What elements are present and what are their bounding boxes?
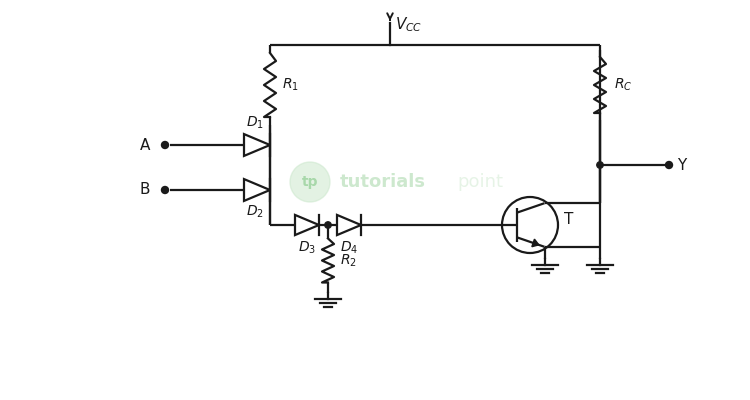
Text: $R_2$: $R_2$ [340, 252, 357, 269]
Text: tp: tp [302, 175, 318, 189]
Circle shape [325, 222, 332, 228]
Text: $D_4$: $D_4$ [340, 240, 358, 256]
Polygon shape [244, 134, 270, 156]
Circle shape [597, 162, 603, 168]
Text: A: A [140, 138, 150, 152]
Text: $D_2$: $D_2$ [246, 204, 264, 220]
Text: T: T [564, 212, 573, 228]
Text: $V_{CC}$: $V_{CC}$ [395, 15, 422, 34]
Text: point: point [457, 173, 503, 191]
Text: Y: Y [677, 158, 686, 172]
Polygon shape [337, 215, 361, 235]
Polygon shape [244, 179, 270, 201]
Circle shape [161, 142, 169, 148]
Text: tutorials: tutorials [340, 173, 426, 191]
Circle shape [665, 162, 673, 168]
Text: $R_1$: $R_1$ [282, 77, 299, 93]
Polygon shape [532, 239, 538, 247]
Polygon shape [295, 215, 319, 235]
Text: $R_C$: $R_C$ [614, 77, 632, 93]
Text: $D_1$: $D_1$ [246, 115, 264, 131]
Circle shape [161, 186, 169, 194]
Circle shape [290, 162, 330, 202]
Text: B: B [140, 182, 150, 198]
Text: $D_3$: $D_3$ [298, 240, 316, 256]
